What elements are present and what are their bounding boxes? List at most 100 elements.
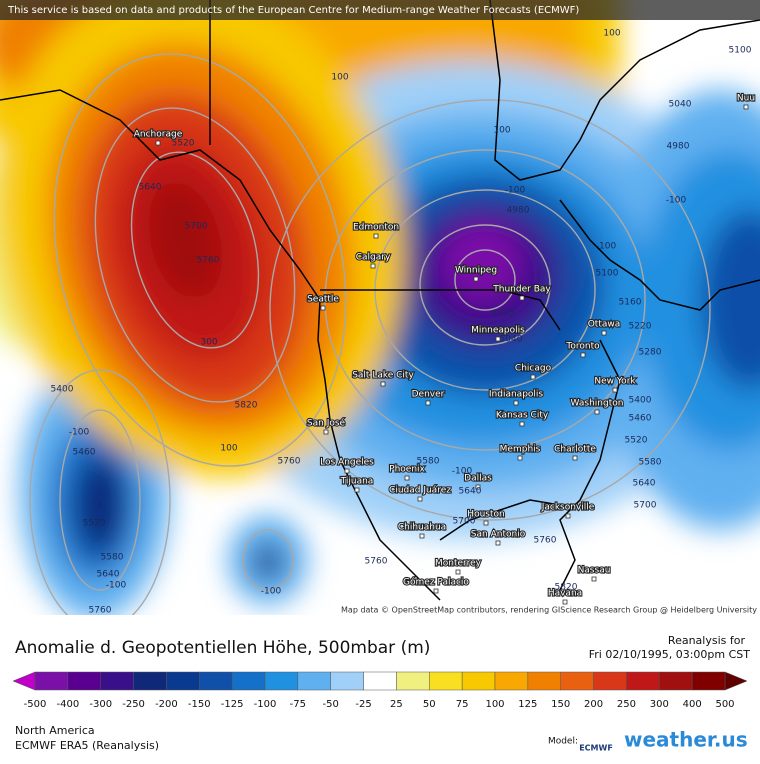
city-label: Kansas City bbox=[496, 411, 549, 421]
colorbar-tick: 150 bbox=[551, 699, 570, 710]
city-dot bbox=[594, 409, 600, 415]
colorbar-tick: -150 bbox=[188, 699, 211, 710]
colorbar-swatch bbox=[626, 671, 660, 691]
colorbar-tick: -75 bbox=[290, 699, 306, 710]
contours bbox=[29, 53, 711, 615]
city-dot bbox=[155, 140, 161, 146]
contour-label: 5400 bbox=[51, 385, 74, 395]
colorbar-swatch bbox=[264, 671, 299, 691]
colorbar-swatch bbox=[67, 671, 101, 691]
city-label: Calgary bbox=[356, 253, 391, 263]
contour-label: 5100 bbox=[729, 46, 752, 56]
colorbar-swatch bbox=[560, 671, 594, 691]
reanalysis-for: Reanalysis for bbox=[668, 634, 746, 647]
contour-label: 5760 bbox=[365, 557, 388, 567]
contour-label: 5580 bbox=[417, 457, 440, 467]
city-dot bbox=[323, 429, 329, 435]
header-notice: This service is based on data and produc… bbox=[7, 5, 579, 16]
city-label: Washington bbox=[571, 399, 624, 409]
contour-label: 100 bbox=[220, 444, 237, 454]
city-dot bbox=[517, 455, 523, 461]
contour-label: -100 bbox=[106, 581, 127, 591]
model-logo: ECMWF bbox=[579, 744, 613, 753]
contour-label: 5580 bbox=[101, 553, 124, 563]
coastlines bbox=[0, 0, 760, 601]
contour-label: 5220 bbox=[629, 322, 652, 332]
colorbar-tick: -125 bbox=[221, 699, 244, 710]
city-dot bbox=[320, 305, 326, 311]
contour-label: 5460 bbox=[73, 448, 96, 458]
contour-label: 5040 bbox=[669, 100, 692, 110]
city-dot bbox=[373, 233, 379, 239]
colorbar-swatch bbox=[593, 671, 627, 691]
contour-labels: 100 100 100 5100 5040 4980 -100 -100 5100 5160 522… bbox=[51, 29, 752, 616]
contour-label: -100 bbox=[666, 196, 687, 206]
colorbar-tick: 50 bbox=[423, 699, 436, 710]
colorbar-swatch bbox=[396, 671, 430, 691]
city-dot bbox=[455, 569, 461, 575]
legend-title: Anomalie d. Geopotentiellen Höhe, 500mba… bbox=[15, 638, 430, 658]
contour-label: 100 bbox=[493, 126, 510, 136]
contour-label: 5100 bbox=[596, 269, 619, 279]
colorbar-swatch bbox=[231, 671, 266, 691]
colorbar-swatch bbox=[363, 671, 397, 691]
colorbar-tick: 400 bbox=[683, 699, 702, 710]
contour-label: 5580 bbox=[639, 458, 662, 468]
colorbar-swatch bbox=[100, 671, 134, 691]
contour-label: 100 bbox=[603, 29, 620, 39]
city-label: Indianapolis bbox=[489, 390, 544, 400]
colorbar-swatch bbox=[659, 671, 693, 691]
city-dot bbox=[473, 276, 479, 282]
contour-label: -100 bbox=[452, 467, 473, 477]
contour-label: 5700 bbox=[634, 501, 657, 511]
city-dot bbox=[565, 513, 571, 519]
contour-label: 5640 bbox=[139, 183, 162, 193]
city-label: Dallas bbox=[464, 474, 492, 484]
contour-label: 5160 bbox=[619, 298, 642, 308]
contour-label: -100 bbox=[505, 186, 526, 196]
contour-label: 5760 bbox=[534, 536, 557, 546]
contour-label: 300 bbox=[200, 338, 217, 348]
contour-label: -100 bbox=[69, 428, 90, 438]
colorbar-swatch bbox=[297, 671, 331, 691]
city-dot bbox=[404, 475, 410, 481]
city-label: Ottawa bbox=[588, 320, 621, 330]
city-label: Chicago bbox=[515, 364, 552, 374]
contour-label: 5760 bbox=[197, 256, 220, 266]
colorbar-tick: -25 bbox=[355, 699, 371, 710]
contour-label: 5760 bbox=[278, 457, 301, 467]
map bbox=[0, 0, 760, 615]
brand: weather.us bbox=[624, 728, 748, 752]
city-dot bbox=[495, 540, 501, 546]
city-labels: Anchorage Edmonton Calgary Winnipeg Thunder … bbox=[133, 92, 756, 605]
city-dot bbox=[425, 400, 431, 406]
colorbar-swatch bbox=[461, 671, 496, 691]
colorbar-swatch bbox=[429, 671, 463, 691]
colorbar-tick: -500 bbox=[24, 699, 47, 710]
colorbar-swatch bbox=[199, 671, 233, 691]
city-dot bbox=[530, 374, 536, 380]
city-dot bbox=[475, 484, 481, 490]
city-label: Denver bbox=[412, 390, 445, 400]
colorbar-tick: -200 bbox=[155, 699, 178, 710]
city-label: New York bbox=[594, 377, 636, 387]
colorbar: -500 -400 -300 -250 -200 -150 -125 -100 -75 -50 -2… bbox=[12, 671, 748, 710]
attribution: Map data © OpenStreetMap contributors, r… bbox=[341, 606, 757, 615]
model-name: ECMWF ERA5 (Reanalysis) bbox=[15, 739, 159, 752]
city-dot bbox=[612, 387, 618, 393]
datetime: Fri 02/10/1995, 03:00pm CST bbox=[589, 648, 751, 661]
contour-label: -100 bbox=[261, 587, 282, 597]
city-dot bbox=[419, 533, 425, 539]
city-dot bbox=[519, 421, 525, 427]
city-label: Thunder Bay bbox=[492, 285, 551, 295]
city-dot bbox=[601, 330, 607, 336]
colorbar-swatch bbox=[133, 671, 167, 691]
contour-label: 5040 bbox=[500, 335, 523, 345]
city-dot bbox=[483, 520, 489, 526]
contour-label: 5760 bbox=[89, 606, 112, 616]
colorbar-tick: 500 bbox=[715, 699, 734, 710]
region: North America bbox=[15, 724, 95, 737]
city-dot bbox=[562, 599, 568, 605]
